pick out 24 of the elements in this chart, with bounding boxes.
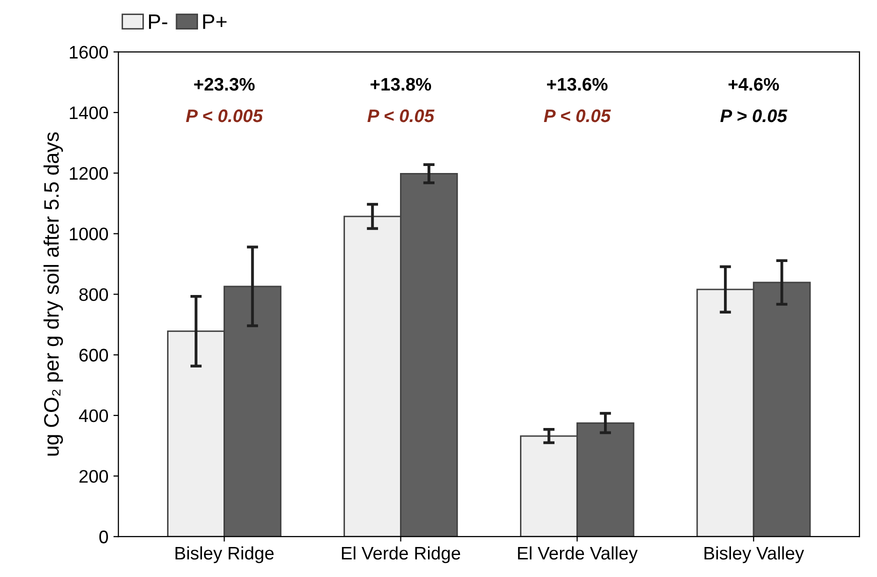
- y-tick-label: 600: [79, 348, 108, 362]
- annotation: +13.6%: [547, 78, 608, 91]
- legend-label: P+: [203, 14, 227, 29]
- annotation: P > 0.05: [720, 109, 788, 122]
- annotation: +23.3%: [194, 78, 255, 91]
- x-tick-label: El Verde Ridge: [342, 546, 460, 564]
- annotation: +4.6%: [728, 78, 779, 91]
- x-tick-label: Bisley Ridge: [176, 546, 274, 564]
- x-tick-label: El Verde Valley: [518, 546, 638, 564]
- annotation: P < 0.05: [544, 109, 611, 122]
- y-tick-label: 0: [99, 530, 108, 544]
- y-tick-label: 400: [78, 409, 108, 422]
- y-tick-label: 1400: [70, 106, 108, 120]
- y-tick-label: 200: [79, 470, 108, 483]
- annotation: P < 0.05: [367, 109, 434, 122]
- x-tick-label: Bisley Valley: [704, 546, 804, 564]
- annotation: +13.8%: [370, 78, 432, 91]
- annotation: P < 0.005: [186, 109, 264, 122]
- y-tick-label: 800: [79, 288, 108, 301]
- y-tick-label: 1000: [70, 228, 108, 240]
- y-axis-title: ug CO₂ per g dry soil after 5.5 days: [44, 132, 63, 456]
- legend-label: P-: [149, 14, 168, 29]
- y-tick-label: 1200: [70, 167, 108, 180]
- y-tick-label: 1600: [70, 46, 108, 59]
